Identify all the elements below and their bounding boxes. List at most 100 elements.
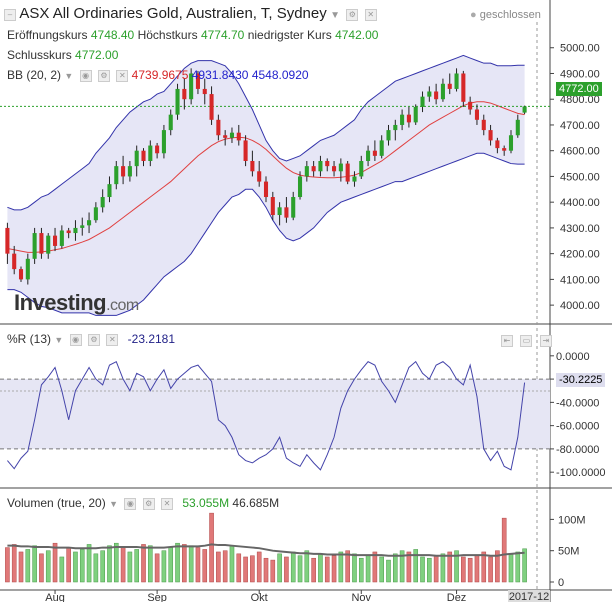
wr-tick-label: -40.0000 <box>556 397 599 409</box>
candle-body <box>400 114 405 125</box>
candle-body <box>352 176 357 182</box>
settings-icon[interactable]: ⚙ <box>97 69 110 82</box>
candle-body <box>12 253 17 270</box>
volume-bar <box>141 544 146 583</box>
high-label: Höchstkurs <box>137 28 198 42</box>
wr-tick-label: -100.0000 <box>556 467 606 479</box>
logo-suffix: .com <box>106 297 139 314</box>
volume-bar <box>263 557 269 583</box>
candle-body <box>447 83 452 89</box>
candle-body <box>420 96 425 107</box>
pane-left-icon[interactable]: ⇤ <box>501 334 513 347</box>
candle-body <box>148 145 153 161</box>
vol-tick-label: 100M <box>558 514 586 526</box>
chart-title: ASX All Ordinaries Gold, Australien, T, … <box>19 5 327 22</box>
chevron-down-icon[interactable]: ▼ <box>64 71 74 81</box>
vol-header: Volumen (true, 20) ▼ ◉ ⚙ ✕ 53.055M 46.68… <box>7 496 279 510</box>
candle-body <box>161 130 166 154</box>
volume-bar <box>318 553 323 583</box>
close-icon[interactable]: ✕ <box>106 333 119 346</box>
candle-body <box>5 227 10 254</box>
volume-bar <box>461 556 466 583</box>
candle-body <box>318 160 323 172</box>
volume-bar <box>406 551 412 583</box>
bollinger-mid-line <box>7 101 525 253</box>
time-tick-label: Nov <box>351 592 371 602</box>
open-label: Eröffnungskurs <box>7 28 88 42</box>
settings-icon[interactable]: ⚙ <box>87 333 100 346</box>
settings-icon[interactable]: ⚙ <box>346 8 359 21</box>
volume-bar <box>202 549 208 583</box>
candle-body <box>18 269 24 280</box>
volume-bar <box>365 555 371 583</box>
volume-bar <box>440 553 446 583</box>
close-icon[interactable]: ✕ <box>116 69 129 82</box>
low-value: 4742.00 <box>335 28 379 42</box>
candle-body <box>454 73 459 89</box>
chevron-down-icon[interactable]: ▼ <box>330 10 340 21</box>
collapse-icon[interactable]: – <box>4 8 16 21</box>
volume-bar <box>399 550 405 583</box>
volume-bar <box>209 512 214 583</box>
eye-icon[interactable]: ◉ <box>69 333 82 346</box>
candle-body <box>175 88 180 115</box>
candle-body <box>80 225 85 228</box>
candle-body <box>66 230 71 234</box>
candle-body <box>155 145 160 154</box>
candle-body <box>46 235 51 254</box>
time-tick-label: Sep <box>147 592 167 602</box>
price-tick-label: 5000.00 <box>560 43 600 55</box>
price-tick-label: 4800.00 <box>560 94 600 106</box>
volume-bar <box>188 545 194 583</box>
volume-bar <box>447 551 453 583</box>
pane-minimize-icon[interactable]: ▭ <box>520 334 533 347</box>
volume-bar <box>168 547 174 583</box>
close-icon[interactable]: ✕ <box>161 497 174 510</box>
volume-bar <box>297 555 303 583</box>
wr-label: %R (13) <box>7 332 52 346</box>
chevron-down-icon[interactable]: ▼ <box>109 499 118 509</box>
bb-mid-value: 4739.9675 <box>131 68 189 82</box>
wr-line <box>7 360 526 471</box>
volume-bar <box>120 547 126 583</box>
candle-body <box>481 119 486 131</box>
candle-body <box>413 106 418 123</box>
volume-bar <box>454 550 459 583</box>
settings-icon[interactable]: ⚙ <box>142 497 155 510</box>
chevron-down-icon[interactable]: ▼ <box>54 335 64 345</box>
volume-bar <box>59 556 65 583</box>
candle-body <box>468 101 473 110</box>
candle-body <box>107 184 112 198</box>
time-tick-label: Dez <box>447 592 467 602</box>
ohlc-row: Eröffnungskurs 4748.40 Höchstkurs 4774.7… <box>7 28 378 42</box>
investing-logo: Investing.com <box>14 290 139 316</box>
volume-bar <box>324 556 330 583</box>
volume-bar <box>134 549 139 583</box>
candle-body <box>257 171 262 182</box>
candle-body <box>440 83 445 100</box>
volume-bar <box>284 556 289 583</box>
candle-body <box>297 176 303 198</box>
candle-body <box>406 114 411 123</box>
volume-bar <box>481 551 487 583</box>
price-tick-label: 4400.00 <box>560 197 600 209</box>
volume-bar <box>277 553 282 583</box>
wr-tick-label: 0.0000 <box>556 351 590 363</box>
close-icon[interactable]: ✕ <box>364 8 377 21</box>
candle-body <box>488 130 493 141</box>
time-tick-label: Okt <box>251 592 268 602</box>
volume-bar <box>304 550 310 583</box>
price-tick-label: 4200.00 <box>560 249 600 261</box>
volume-bar <box>39 553 44 583</box>
candle-body <box>39 233 44 254</box>
eye-icon[interactable]: ◉ <box>79 69 92 82</box>
pane-right-icon[interactable]: ⇥ <box>539 334 552 347</box>
candle-body <box>202 88 207 95</box>
eye-icon[interactable]: ◉ <box>124 497 137 510</box>
price-tick-label: 4300.00 <box>560 223 600 235</box>
candle-body <box>359 160 364 177</box>
volume-bar <box>331 555 337 583</box>
price-tick-label: 4100.00 <box>560 274 600 286</box>
candle-body <box>379 140 384 156</box>
